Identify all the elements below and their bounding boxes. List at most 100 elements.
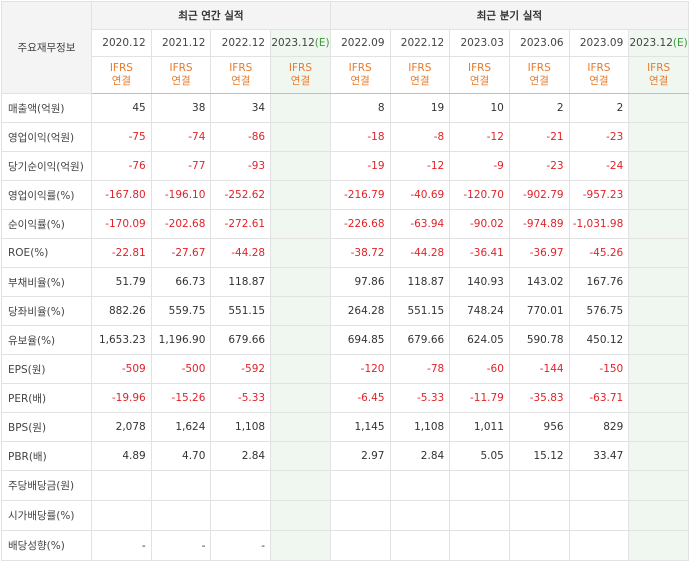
- row-label: 당좌비율(%): [0, 296, 93, 326]
- table-row: 당기순이익(억원) -76 -77 -93 -19 -12 -9 -23 -24: [0, 151, 689, 181]
- table-body: 매출액(억원) 45 38 34 8 19 10 2 2 영업이익(억원) -75 -74 -86 -18…: [0, 93, 689, 561]
- table-cell: 551.15: [210, 296, 272, 326]
- table-cell: 770.01: [508, 296, 570, 326]
- table-cell: -196.10: [150, 180, 212, 210]
- table-cell: [628, 238, 689, 268]
- table-cell: 97.86: [329, 267, 391, 297]
- table-cell: -74: [150, 122, 212, 152]
- table-cell: 118.87: [210, 267, 272, 297]
- table-row: 유보율(%) 1,653.23 1,196.90 679.66 694.85 679.66…: [0, 325, 689, 355]
- period-header: 2023.06: [508, 29, 570, 57]
- ifrs-label: IFRS: [288, 62, 312, 74]
- table-cell: [329, 500, 391, 531]
- ifrs-basis: IFRS 연결: [91, 56, 152, 94]
- table-cell: -500: [150, 354, 212, 384]
- table-cell: 1,108: [389, 412, 451, 442]
- table-cell: -8: [389, 122, 451, 152]
- period-header: 2021.12: [150, 29, 212, 57]
- table-cell: -76: [91, 151, 152, 181]
- ifrs-basis: IFRS 연결: [210, 56, 272, 94]
- table-cell: -272.61: [210, 209, 272, 239]
- table-cell: 2: [508, 93, 570, 123]
- consolidated-label: 연결: [231, 75, 251, 87]
- table-cell: 118.87: [389, 267, 451, 297]
- table-cell: 748.24: [449, 296, 510, 326]
- table-cell: -90.02: [449, 209, 510, 239]
- table-cell: [508, 470, 570, 501]
- table-cell: -150: [568, 354, 630, 384]
- table-cell: 2,078: [91, 412, 152, 442]
- table-cell: 679.66: [210, 325, 272, 355]
- table-cell: 882.26: [91, 296, 152, 326]
- table-cell: [628, 296, 689, 326]
- row-label: EPS(원): [0, 354, 93, 384]
- ifrs-label: IFRS: [587, 62, 611, 74]
- table-cell: 15.12: [508, 441, 570, 471]
- ifrs-label: IFRS: [647, 62, 671, 74]
- ifrs-basis: IFRS 연결: [150, 56, 212, 94]
- table-row: 순이익률(%) -170.09 -202.68 -272.61 -226.68 -63.9…: [0, 209, 689, 239]
- table-cell: -592: [210, 354, 272, 384]
- table-cell: [270, 296, 331, 326]
- table-cell: [270, 500, 331, 531]
- table-cell: -216.79: [329, 180, 391, 210]
- row-label: PER(배): [0, 383, 93, 413]
- table-cell: -: [91, 530, 152, 561]
- table-cell: [628, 500, 689, 531]
- table-cell: -36.41: [449, 238, 510, 268]
- corner-label: 주요재무정보: [0, 1, 93, 94]
- table-cell: [628, 354, 689, 384]
- table-cell: [210, 470, 272, 501]
- table-cell: 559.75: [150, 296, 212, 326]
- table-cell: -63.71: [568, 383, 630, 413]
- table-cell: [508, 530, 570, 561]
- table-cell: [270, 93, 331, 123]
- table-cell: 143.02: [508, 267, 570, 297]
- table-cell: 956: [508, 412, 570, 442]
- table-cell: 264.28: [329, 296, 391, 326]
- table-cell: 624.05: [449, 325, 510, 355]
- table-cell: -167.80: [91, 180, 152, 210]
- table-cell: 1,196.90: [150, 325, 212, 355]
- table-cell: -509: [91, 354, 152, 384]
- table-cell: [628, 383, 689, 413]
- ifrs-basis: IFRS 연결: [449, 56, 510, 94]
- ifrs-label: IFRS: [169, 62, 193, 74]
- table-cell: 33.47: [568, 441, 630, 471]
- table-cell: -120.70: [449, 180, 510, 210]
- table-cell: [628, 209, 689, 239]
- table-row: PER(배) -19.96 -15.26 -5.33 -6.45 -5.33 -11.79-…: [0, 383, 689, 413]
- table-row: 영업이익(억원) -75 -74 -86 -18 -8 -12 -21 -23: [0, 122, 689, 152]
- period-header: 2023.09: [568, 29, 630, 57]
- row-label: BPS(원): [0, 412, 93, 442]
- row-label: 유보율(%): [0, 325, 93, 355]
- period-header: 2022.12: [389, 29, 451, 57]
- table-cell: -93: [210, 151, 272, 181]
- table-cell: [449, 530, 510, 561]
- table-cell: 2.97: [329, 441, 391, 471]
- table-cell: 1,108: [210, 412, 272, 442]
- table-cell: -15.26: [150, 383, 212, 413]
- quarter-group-header: 최근 분기 실적: [329, 1, 690, 30]
- table-cell: [270, 470, 331, 501]
- row-label: 주당배당금(원): [0, 470, 93, 501]
- table-cell: [270, 151, 331, 181]
- period-label: 2023.12: [271, 37, 315, 49]
- ifrs-label: IFRS: [109, 62, 133, 74]
- table-cell: -6.45: [329, 383, 391, 413]
- table-cell: [270, 122, 331, 152]
- table-cell: -120: [329, 354, 391, 384]
- ifrs-basis: IFRS 연결: [508, 56, 570, 94]
- consolidated-label: 연결: [350, 75, 370, 87]
- table-cell: [270, 354, 331, 384]
- ifrs-basis: IFRS 연결: [270, 56, 331, 94]
- consolidated-label: 연결: [290, 75, 311, 87]
- table-cell: [628, 441, 689, 471]
- period-label: 2023.03: [460, 37, 504, 49]
- table-cell: [150, 500, 212, 531]
- table-cell: -21: [508, 122, 570, 152]
- table-cell: 2.84: [389, 441, 451, 471]
- table-cell: 10: [449, 93, 510, 123]
- table-header: 주요재무정보 최근 연간 실적 최근 분기 실적 2020.12 2021.12 2…: [0, 1, 690, 94]
- table-cell: 1,145: [329, 412, 391, 442]
